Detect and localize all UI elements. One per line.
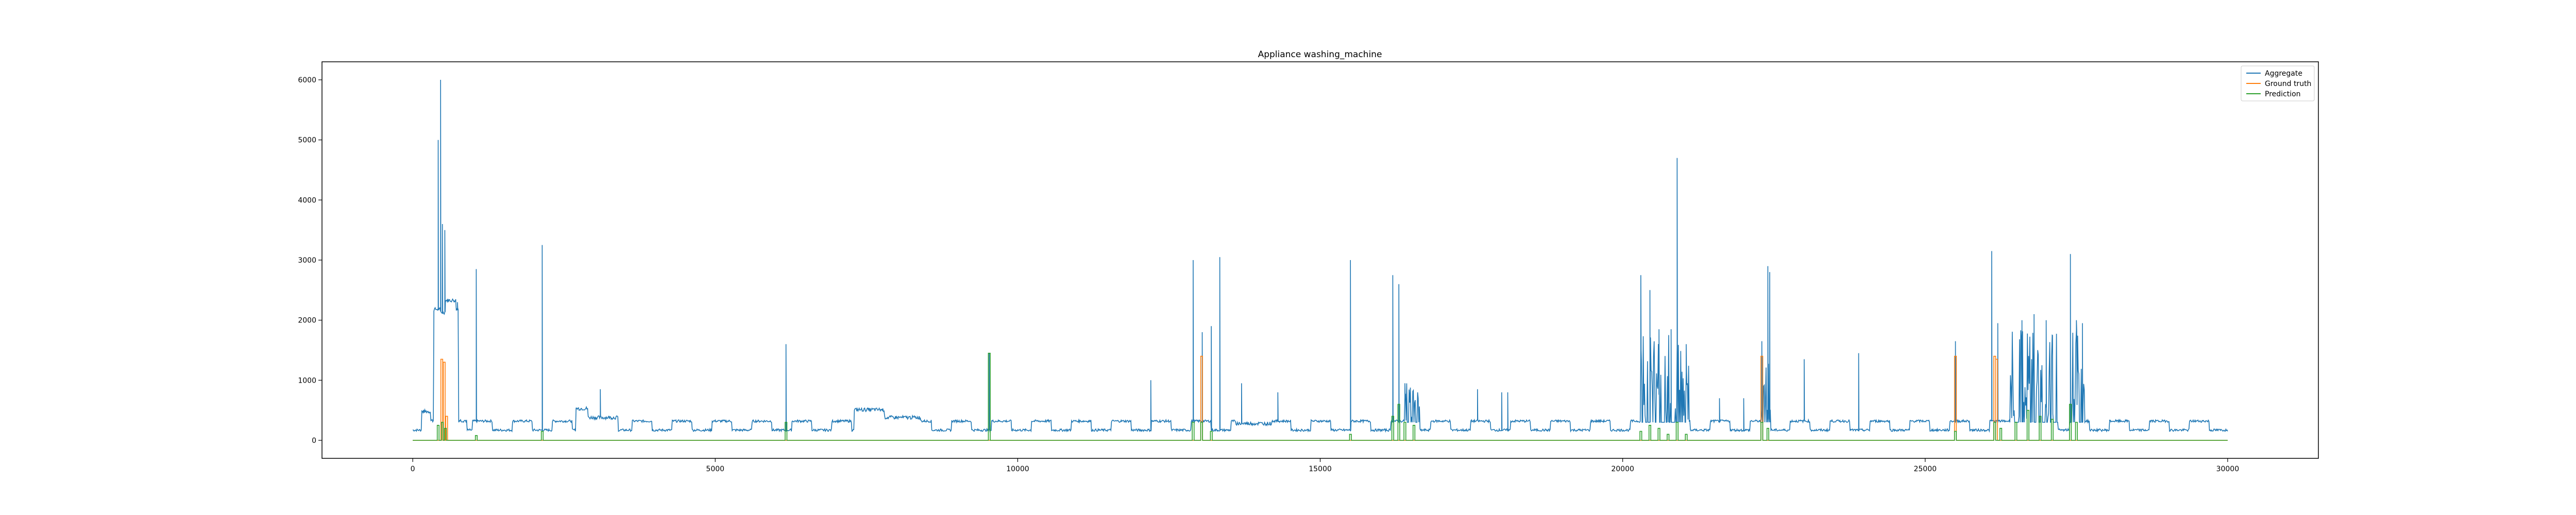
y-tick-label: 3000 [298, 256, 316, 265]
y-axis: 0 1000 2000 3000 4000 5000 6000 [298, 76, 322, 445]
y-tick-label: 5000 [298, 136, 316, 145]
x-tick-label: 20000 [1611, 465, 1634, 473]
x-tick-label: 0 [411, 465, 415, 473]
y-tick-label: 0 [312, 437, 316, 445]
legend-box [2241, 65, 2315, 101]
legend-entry: Prediction [2265, 90, 2301, 98]
x-tick-label: 5000 [706, 465, 724, 473]
x-tick-label: 15000 [1309, 465, 1332, 473]
y-tick-label: 1000 [298, 376, 316, 385]
y-tick-label: 4000 [298, 196, 316, 204]
y-tick-label: 6000 [298, 76, 316, 84]
series-layer [412, 79, 2228, 441]
legend: Aggregate Ground truth Prediction [2241, 65, 2315, 101]
x-tick-label: 30000 [2216, 465, 2240, 473]
x-tick-label: 10000 [1006, 465, 1029, 473]
x-tick-label: 25000 [1913, 465, 1937, 473]
series-aggregate-line [412, 79, 2228, 433]
y-tick-label: 2000 [298, 317, 316, 325]
series-prediction-line [413, 353, 2228, 441]
chart-title: Appliance washing_machine [1258, 49, 1382, 60]
legend-entry: Ground truth [2265, 80, 2311, 88]
x-axis: 0 5000 10000 15000 20000 25000 30000 [411, 458, 2239, 473]
legend-entry: Aggregate [2265, 70, 2302, 78]
